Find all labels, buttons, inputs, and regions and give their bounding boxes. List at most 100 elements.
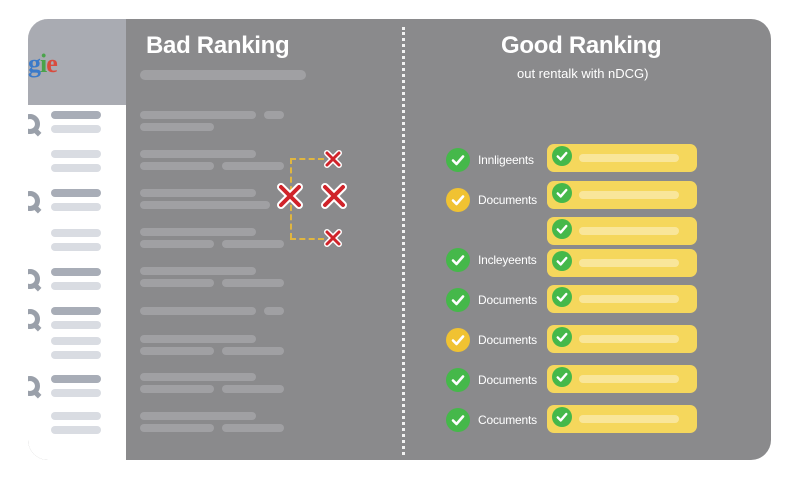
placeholder-line <box>222 162 284 170</box>
result-line <box>51 268 101 276</box>
placeholder-line <box>140 201 250 209</box>
magnifier-icon <box>28 191 40 211</box>
logo-letter: g <box>28 49 41 78</box>
bad-ranking-subtitle-bar <box>140 70 306 80</box>
connector-line <box>290 238 324 240</box>
result-line <box>51 229 101 237</box>
bad-ranking-title: Bad Ranking <box>146 32 290 59</box>
document-label: Incleyeents <box>478 253 537 267</box>
placeholder-line <box>140 150 256 158</box>
check-icon <box>552 327 572 347</box>
check-icon <box>446 188 470 212</box>
ranked-result-pill <box>547 249 697 277</box>
result-line <box>51 150 101 158</box>
check-icon <box>446 368 470 392</box>
check-icon <box>552 183 572 203</box>
check-icon <box>552 219 572 239</box>
document-label: Documents <box>478 293 537 307</box>
ranked-result-pill <box>547 217 697 245</box>
x-icon <box>324 229 342 247</box>
check-icon <box>552 287 572 307</box>
document-label: Documents <box>478 373 537 387</box>
magnifier-icon <box>28 114 40 134</box>
document-label: Documents <box>478 333 537 347</box>
placeholder-line <box>230 201 270 209</box>
placeholder-line <box>140 424 214 432</box>
placeholder-line <box>140 189 256 197</box>
check-icon <box>446 248 470 272</box>
result-line <box>51 243 101 251</box>
logo-letter: i <box>40 49 47 78</box>
placeholder-line <box>140 385 214 393</box>
placeholder-line <box>264 307 284 315</box>
pill-text-placeholder <box>579 191 679 199</box>
search-results-panel: gie <box>28 19 126 460</box>
ranked-result-pill <box>547 285 697 313</box>
ranked-result-pill <box>547 365 697 393</box>
placeholder-line <box>140 228 256 236</box>
result-line <box>51 189 101 197</box>
result-line <box>51 375 101 383</box>
result-line <box>51 282 101 290</box>
placeholder-line <box>140 347 214 355</box>
pill-text-placeholder <box>579 295 679 303</box>
magnifier-icon <box>28 376 40 396</box>
document-label: Cocuments <box>478 413 537 427</box>
pill-text-placeholder <box>579 227 679 235</box>
good-ranking-subtitle: out rentalk with nDCG) <box>517 66 649 81</box>
document-label: Documents <box>478 193 537 207</box>
check-icon <box>552 251 572 271</box>
ranked-result-pill <box>547 144 697 172</box>
x-icon <box>321 183 347 209</box>
result-line <box>51 125 101 133</box>
placeholder-line <box>140 123 214 131</box>
check-icon <box>446 148 470 172</box>
check-icon <box>552 146 572 166</box>
x-icon <box>324 150 342 168</box>
result-line <box>51 321 101 329</box>
x-icon <box>277 183 303 209</box>
logo-letter: e <box>46 49 58 78</box>
placeholder-line <box>140 162 214 170</box>
ranked-result-pill <box>547 405 697 433</box>
placeholder-line <box>222 385 284 393</box>
pill-text-placeholder <box>579 415 679 423</box>
result-line <box>51 389 101 397</box>
section-divider <box>402 27 405 455</box>
placeholder-line <box>140 335 256 343</box>
ranked-result-pill <box>547 325 697 353</box>
placeholder-line <box>222 347 284 355</box>
placeholder-line <box>140 111 256 119</box>
placeholder-line <box>222 240 284 248</box>
result-line <box>51 412 101 420</box>
placeholder-line <box>264 111 284 119</box>
pill-text-placeholder <box>579 259 679 267</box>
check-icon <box>552 367 572 387</box>
result-line <box>51 164 101 172</box>
placeholder-line <box>140 267 256 275</box>
placeholder-line <box>140 279 214 287</box>
pill-text-placeholder <box>579 335 679 343</box>
search-logo: gie <box>28 49 58 79</box>
connector-line <box>290 158 324 160</box>
pill-text-placeholder <box>579 154 679 162</box>
document-label: Innligeents <box>478 153 534 167</box>
placeholder-line <box>140 307 256 315</box>
check-icon <box>446 408 470 432</box>
check-icon <box>446 328 470 352</box>
ranked-result-pill <box>547 181 697 209</box>
magnifier-icon <box>28 269 40 289</box>
ranking-comparison-card: gie Bad Ranking <box>28 19 771 460</box>
result-line <box>51 337 101 345</box>
check-icon <box>446 288 470 312</box>
result-line <box>51 307 101 315</box>
magnifier-icon <box>28 309 40 329</box>
placeholder-line <box>222 424 284 432</box>
check-icon <box>552 407 572 427</box>
good-ranking-title: Good Ranking <box>501 32 662 59</box>
result-line <box>51 111 101 119</box>
result-line <box>51 426 101 434</box>
placeholder-line <box>140 240 214 248</box>
result-line <box>51 351 101 359</box>
result-line <box>51 203 101 211</box>
